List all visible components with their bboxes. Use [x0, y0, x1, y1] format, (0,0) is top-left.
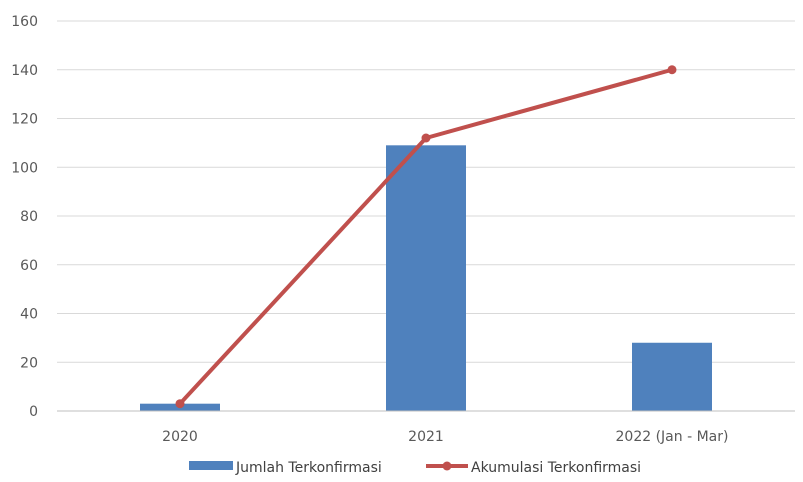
y-tick-label: 100 — [11, 160, 38, 176]
line-series — [175, 65, 677, 409]
legend-label-line: Akumulasi Terkonfirmasi — [471, 460, 641, 476]
y-tick-label: 20 — [20, 355, 38, 371]
line-point-3 — [667, 65, 677, 75]
y-tick-label: 40 — [20, 307, 38, 323]
legend-label-bar: Jumlah Terkonfirmasi — [235, 460, 382, 476]
line-point-2 — [421, 133, 431, 143]
x-axis-tick-labels: 2020 2021 2022 (Jan - Mar) — [162, 429, 728, 445]
bar-2 — [386, 145, 466, 411]
x-tick-label: 2021 — [408, 429, 444, 445]
bar-series — [140, 145, 712, 411]
bar-3 — [632, 342, 712, 411]
line-point-1 — [175, 399, 185, 409]
legend: Jumlah Terkonfirmasi Akumulasi Terkonfirm… — [189, 460, 641, 476]
y-axis-tick-labels: 0 20 40 60 80 100 120 140 160 — [11, 14, 38, 420]
y-tick-label: 60 — [20, 258, 38, 274]
y-tick-label: 80 — [20, 209, 38, 225]
legend-swatch-marker — [442, 461, 452, 471]
x-tick-label: 2022 (Jan - Mar) — [616, 429, 729, 445]
x-tick-label: 2020 — [162, 429, 198, 445]
y-tick-label: 160 — [11, 14, 38, 30]
legend-swatch-bar — [189, 461, 233, 470]
y-tick-label: 120 — [11, 112, 38, 128]
y-tick-label: 0 — [29, 404, 38, 420]
y-tick-label: 140 — [11, 63, 38, 79]
